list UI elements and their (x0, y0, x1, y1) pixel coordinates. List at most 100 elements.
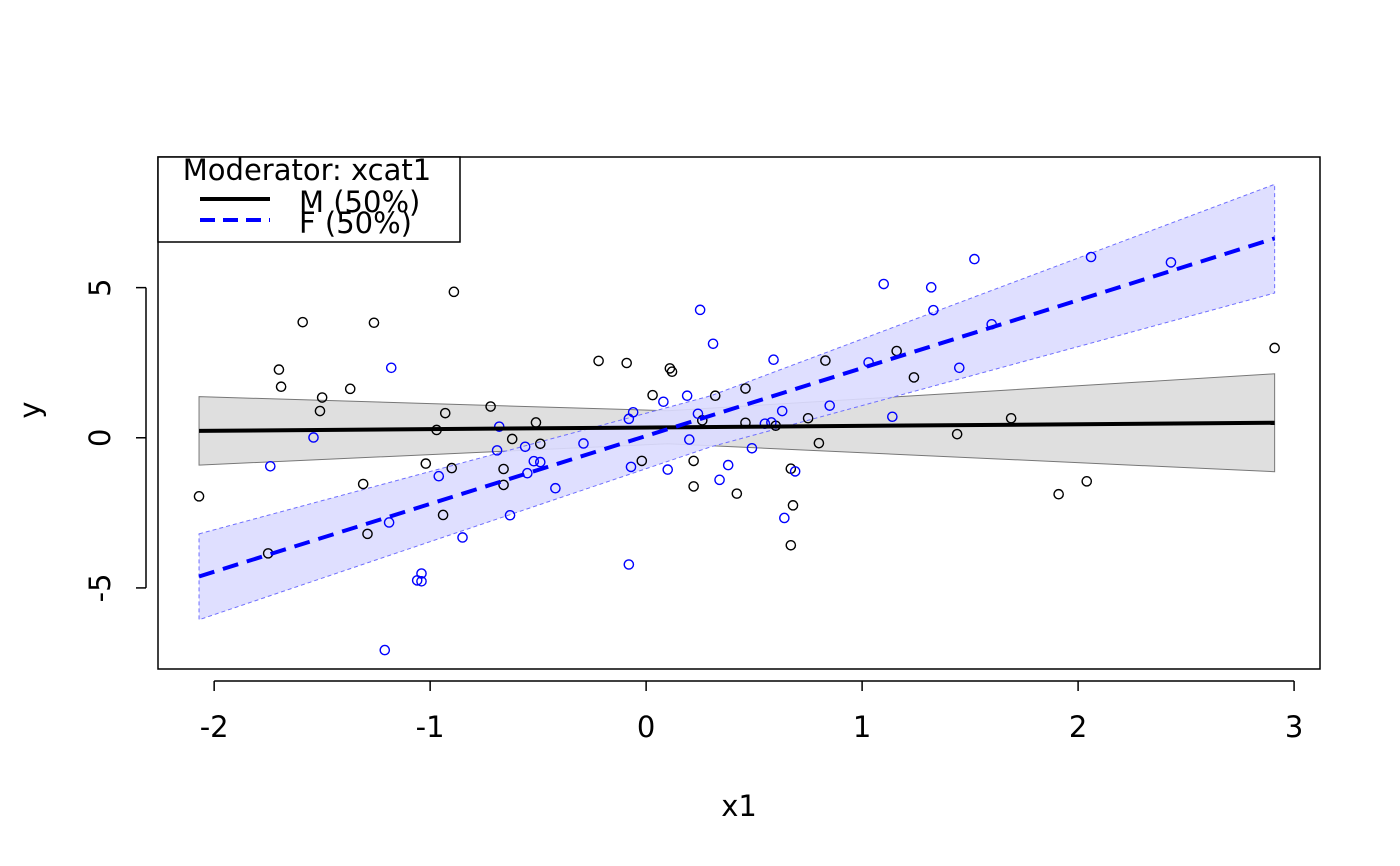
point-m-11 (420, 458, 432, 469)
x-tick-label-4: 2 (1069, 710, 1087, 744)
y-tick-label-2: 5 (83, 278, 117, 296)
point-f-31 (722, 459, 734, 471)
point-f-39 (824, 400, 836, 411)
point-m-15 (446, 462, 458, 474)
point-f-12 (504, 509, 516, 521)
fit-lines (198, 236, 1276, 579)
fit-line-m (199, 420, 1275, 433)
point-m-6 (314, 405, 326, 417)
point-m-33 (731, 488, 743, 499)
point-f-26 (684, 434, 695, 445)
point-m-14 (439, 407, 451, 419)
point-f-35 (768, 354, 779, 365)
x-tick-label-1: -1 (416, 710, 445, 744)
confidence-bands (198, 183, 1276, 621)
point-f-42 (887, 411, 898, 423)
point-m-42 (820, 355, 831, 366)
point-m-2 (273, 364, 285, 375)
point-m-40 (802, 412, 814, 424)
point-f-2 (383, 517, 395, 528)
point-m-44 (908, 372, 920, 383)
point-m-22 (534, 438, 546, 450)
point-f-32 (746, 442, 758, 454)
point-f-41 (878, 278, 890, 290)
plot-frame (157, 156, 1321, 670)
point-m-17 (485, 401, 496, 412)
x-tick-label-3: 1 (853, 710, 871, 744)
point-m-38 (785, 539, 797, 551)
point-f-18 (578, 438, 589, 449)
x-tick-label-0: -2 (200, 710, 229, 744)
point-m-39 (787, 500, 799, 511)
point-f-8 (433, 470, 445, 482)
point-f-22 (627, 406, 639, 418)
point-f-46 (969, 253, 980, 265)
point-m-19 (498, 479, 509, 491)
point-f-15 (528, 455, 540, 467)
point-f-30 (714, 474, 725, 486)
point-m-4 (297, 316, 309, 328)
y-tick-label-1: 0 (83, 429, 117, 447)
point-f-0 (265, 461, 276, 472)
point-m-13 (437, 509, 449, 521)
point-m-32 (709, 390, 721, 402)
legend-entry-m: M (50%) (299, 185, 420, 219)
data-points (193, 251, 1280, 656)
point-f-28 (694, 304, 706, 316)
y-axis-label: y (13, 401, 47, 418)
point-f-1 (308, 432, 319, 443)
legend: Moderator: xcat1 M (50%) F (50%) (157, 153, 461, 243)
point-m-8 (357, 478, 369, 490)
point-m-30 (688, 481, 699, 492)
point-m-25 (636, 455, 648, 467)
point-f-21 (625, 461, 637, 473)
point-f-48 (1085, 251, 1097, 263)
point-m-41 (813, 437, 825, 449)
fit-line-f (198, 236, 1276, 579)
point-f-29 (707, 338, 719, 350)
point-f-10 (491, 445, 503, 456)
y-axis: -5 0 5 (83, 278, 147, 602)
point-f-44 (928, 304, 939, 316)
point-m-5 (316, 392, 328, 403)
point-f-9 (457, 532, 468, 543)
point-f-37 (779, 512, 790, 524)
point-m-27 (664, 363, 676, 374)
point-f-19 (623, 559, 635, 570)
point-m-3 (275, 381, 287, 393)
point-m-34 (740, 383, 751, 394)
point-f-6 (416, 568, 427, 579)
point-f-25 (681, 390, 693, 402)
point-m-48 (1081, 476, 1093, 487)
point-m-16 (448, 286, 460, 298)
point-m-18 (498, 463, 509, 475)
point-m-9 (362, 528, 373, 540)
point-f-13 (519, 441, 531, 453)
point-f-3 (385, 362, 397, 374)
point-m-29 (688, 455, 699, 467)
x-axis-label: x1 (721, 789, 757, 823)
point-f-43 (925, 282, 937, 293)
x-tick-label-2: 0 (637, 710, 655, 744)
point-m-28 (666, 366, 678, 378)
point-m-10 (368, 317, 380, 329)
x-axis: -2 -1 0 1 2 3 (200, 680, 1303, 744)
point-m-49 (1269, 342, 1280, 354)
point-f-36 (776, 405, 788, 417)
point-f-45 (954, 362, 965, 374)
confidence-band-f (198, 183, 1276, 621)
point-m-24 (621, 357, 632, 369)
legend-entry-f: F (50%) (299, 206, 412, 240)
y-tick-label-0: -5 (83, 573, 117, 602)
point-m-47 (1053, 488, 1064, 500)
point-f-16 (534, 456, 546, 468)
point-f-49 (1165, 257, 1177, 268)
point-f-23 (658, 396, 669, 408)
point-m-23 (593, 355, 604, 367)
point-m-7 (344, 383, 356, 395)
x-tick-label-5: 3 (1285, 710, 1303, 744)
point-m-0 (193, 491, 205, 502)
point-f-17 (550, 482, 561, 494)
point-f-7 (416, 576, 427, 587)
point-f-27 (692, 408, 704, 420)
